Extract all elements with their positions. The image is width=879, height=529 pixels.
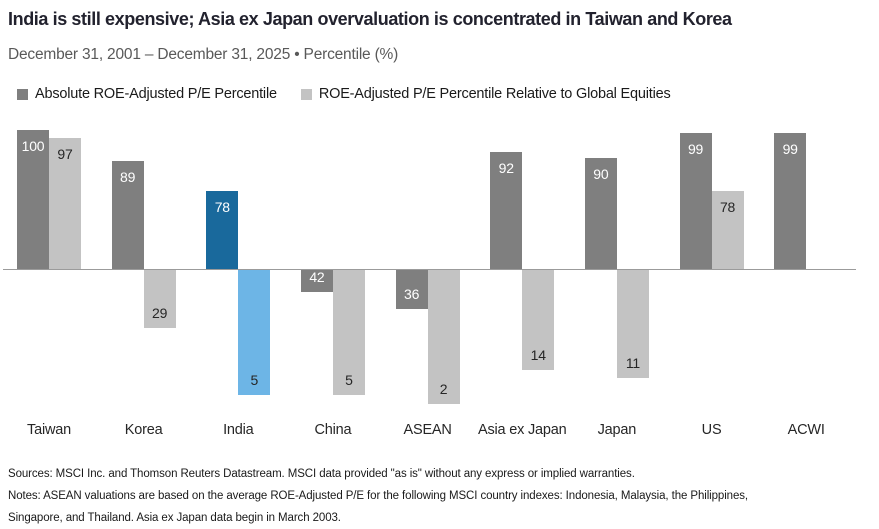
legend: Absolute ROE-Adjusted P/E Percentile ROE… [17, 86, 671, 102]
bar-value-label: 78 [214, 199, 230, 216]
category-label-taiwan: Taiwan [27, 422, 71, 438]
bar-relative-taiwan: 97 [49, 138, 81, 269]
bar-value-label: 29 [152, 305, 168, 322]
bar-value-label: 92 [498, 160, 514, 177]
category-label-japan: Japan [597, 422, 637, 438]
legend-swatch-relative [300, 88, 312, 100]
bar-absolute-korea: 89 [111, 160, 144, 269]
bar-value-label: 14 [530, 347, 546, 364]
category-label-china: China [314, 422, 352, 438]
bar-chart: 100 97 Taiwan 89 29 Korea 78 5 India 42 5 China 36 2 A… [0, 110, 879, 455]
bar-relative-korea: 29 [143, 270, 176, 329]
legend-label-absolute: Absolute ROE-Adjusted P/E Percentile [35, 86, 277, 102]
category-label-acwi: ACWI [787, 422, 825, 438]
category-label-us: US [701, 422, 722, 438]
bar-absolute-asia-ex-japan: 92 [490, 152, 523, 269]
footnote-notes-line2: Singapore, and Thailand. Asia ex Japan d… [8, 512, 341, 524]
bar-value-label: 97 [57, 146, 73, 163]
legend-item-relative: ROE-Adjusted P/E Percentile Relative to … [300, 86, 671, 102]
bar-value-label: 11 [625, 355, 640, 372]
footnote-notes-line1: Notes: ASEAN valuations are based on the… [8, 490, 749, 502]
bar-value-label: 42 [309, 269, 325, 286]
bar-value-label: 100 [21, 137, 45, 154]
bar-relative-asean: 2 [427, 270, 460, 404]
bar-value-label: 5 [250, 372, 259, 389]
bar-absolute-acwi: 99 [774, 132, 807, 269]
bar-relative-india: 5 [238, 270, 271, 396]
bar-value-label: 90 [593, 165, 609, 182]
bar-absolute-us: 99 [679, 132, 712, 269]
bar-value-label: 78 [719, 199, 736, 216]
category-label-asean: ASEAN [403, 422, 452, 438]
category-label-india: India [223, 422, 254, 438]
bar-absolute-japan: 90 [584, 157, 617, 269]
bar-value-label: 2 [439, 380, 448, 397]
bar-relative-us: 78 [711, 191, 744, 269]
bar-value-label: 36 [404, 285, 420, 302]
legend-label-relative: ROE-Adjusted P/E Percentile Relative to … [318, 86, 671, 102]
bar-relative-japan: 11 [616, 270, 649, 379]
legend-item-absolute: Absolute ROE-Adjusted P/E Percentile [17, 86, 277, 102]
zero-baseline [3, 269, 856, 270]
bar-absolute-india: 78 [206, 191, 239, 269]
bar-relative-china: 5 [332, 270, 365, 396]
footnote-sources: Sources: MSCI Inc. and Thomson Reuters D… [8, 468, 635, 480]
bar-absolute-china: 42 [300, 270, 333, 293]
bar-value-label: 99 [782, 140, 798, 157]
category-label-asia-ex-japan: Asia ex Japan [478, 422, 567, 438]
category-label-korea: Korea [124, 422, 163, 438]
bar-value-label: 89 [120, 168, 136, 185]
footnotes: Sources: MSCI Inc. and Thomson Reuters D… [8, 463, 748, 529]
bar-relative-asia-ex-japan: 14 [522, 270, 555, 371]
legend-swatch-absolute [17, 88, 28, 100]
chart-subtitle: December 31, 2001 – December 31, 2025 • … [8, 46, 399, 63]
chart-title: India is still expensive; Asia ex Japan … [8, 9, 732, 29]
bar-value-label: 5 [345, 372, 353, 389]
bar-absolute-taiwan: 100 [17, 129, 49, 269]
bar-value-label: 99 [687, 140, 704, 157]
bar-absolute-asean: 36 [395, 270, 428, 309]
